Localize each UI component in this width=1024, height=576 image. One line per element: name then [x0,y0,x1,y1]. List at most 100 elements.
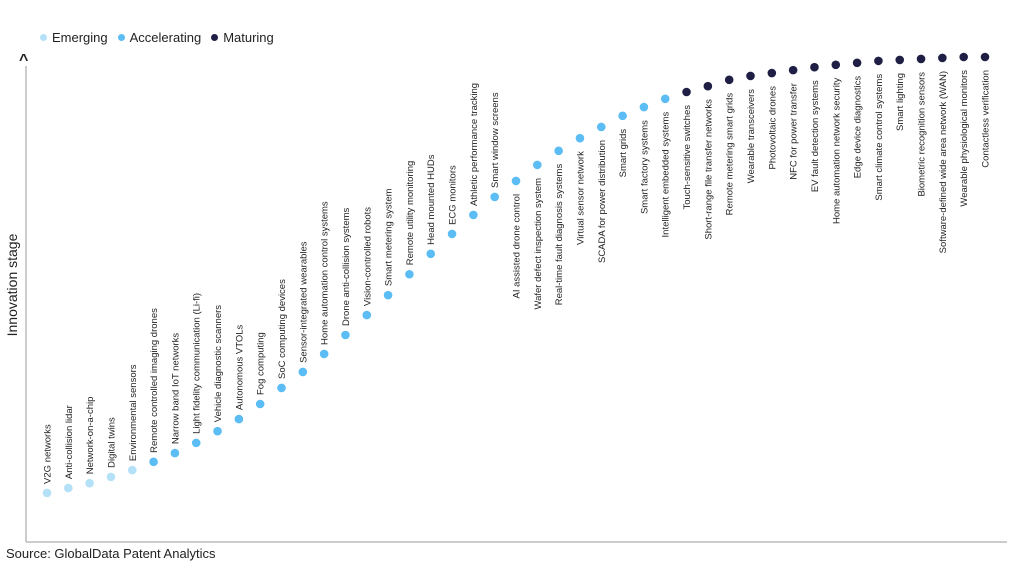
data-point-label: V2G networks [43,424,54,484]
data-point[interactable] [511,176,521,186]
data-point[interactable] [916,54,926,64]
data-point-label: Short-range file transfer networks [703,99,714,240]
data-point-label: Home automation control systems [320,201,331,345]
legend-label: Maturing [223,30,274,45]
data-point-label: Biometric recognition sensors [917,72,928,197]
data-point[interactable] [703,81,713,91]
data-point[interactable] [788,65,798,75]
data-point-label: Head mounted HUDs [426,154,437,245]
y-axis-arrow-icon: ^ [19,52,29,69]
data-point[interactable] [682,87,691,97]
data-point-label: Smart window screens [490,92,501,188]
data-point-label: EV fault detection systems [810,80,821,192]
data-point[interactable] [895,55,905,65]
data-point-label: Sensor-integrated wearables [298,241,309,363]
data-point[interactable] [341,330,350,340]
data-point[interactable] [64,483,73,493]
source-note: Source: GlobalData Patent Analytics [6,546,216,561]
data-point[interactable] [319,349,329,359]
data-point-label: Intelligent embedded systems [661,112,672,238]
data-point[interactable] [618,111,627,121]
data-point-label: Digital twins [106,417,117,468]
data-point[interactable] [980,52,990,62]
data-point-label: Touch-sensitive switches [682,105,693,210]
data-point[interactable] [42,488,52,498]
data-point-label: SCADA for power distribution [597,140,608,263]
data-point-label: Fog computing [256,332,267,395]
data-point[interactable] [852,58,862,68]
data-point[interactable] [277,383,286,393]
data-point[interactable] [447,229,457,239]
data-point-label: Smart grids [618,129,629,178]
data-point-label: Drone anti-collision systems [341,207,352,326]
data-point[interactable] [255,399,265,409]
data-point[interactable] [469,210,478,220]
data-point-label: Wafer defect inspection system [533,178,544,310]
data-point-label: Network-on-a-chip [85,397,96,475]
legend-dot [40,34,47,41]
data-point[interactable] [383,290,393,300]
data-point[interactable] [490,192,499,202]
data-point-label: Real-time fault diagnosis systems [554,164,565,306]
data-point-label: Vision-controlled robots [362,207,373,306]
data-point-label: Virtual sensor network [575,151,586,245]
data-point[interactable] [234,414,244,424]
data-point-label: Vehicle diagnostic scanners [213,305,224,422]
data-point[interactable] [554,146,563,156]
data-point[interactable] [575,133,585,143]
legend-label: Accelerating [129,30,202,45]
data-point-label: Smart factory systems [639,120,650,214]
data-point[interactable] [660,94,670,104]
data-point[interactable] [426,249,436,259]
data-point-label: Edge device diagnostics [853,76,864,179]
data-point-label: Wearable transceivers [746,89,757,184]
data-point-label: Wearable physiological monitors [959,70,970,207]
data-point[interactable] [106,472,116,482]
data-point[interactable] [170,448,180,458]
data-point[interactable] [767,68,777,78]
data-point-label: Athletic performance tracking [469,83,480,206]
data-point-label: Anti-collision lidar [64,405,75,479]
data-point-label: Contactless verification [981,70,992,168]
data-point-label: Smart metering system [384,188,395,286]
data-point[interactable] [191,438,201,448]
data-point[interactable] [85,478,94,488]
data-point[interactable] [959,52,968,62]
data-point-label: Remote controlled imaging drones [149,308,160,453]
data-point-label: Home automation network security [831,78,842,225]
data-point-label: Smart climate control systems [874,74,885,201]
data-point-label: Software-defined wide area network (WAN) [938,71,949,253]
data-point-label: Photovoltaic drones [767,86,778,170]
legend-item-maturing[interactable]: Maturing [211,30,274,45]
data-point[interactable] [831,60,841,70]
legend-dot [211,34,219,41]
legend-item-accelerating[interactable]: Accelerating [117,30,202,45]
data-point[interactable] [724,75,734,85]
data-point[interactable] [127,465,137,475]
data-point-label: Remote utility monitoring [405,161,416,266]
data-point[interactable] [149,457,158,467]
data-point-label: SoC computing devices [277,279,288,379]
legend-dot [117,34,125,41]
data-point[interactable] [938,53,947,63]
data-point[interactable] [298,367,308,377]
data-point-label: Remote metering smart grids [725,93,736,216]
data-point[interactable] [810,62,819,72]
legend-label: Emerging [52,30,108,45]
data-point-label: Narrow band IoT networks [170,333,181,444]
data-point[interactable] [639,102,649,112]
data-point[interactable] [874,56,883,66]
data-point[interactable] [596,122,606,132]
data-point[interactable] [746,71,755,81]
legend: Emerging Accelerating Maturing [40,30,274,45]
data-point[interactable] [533,160,542,170]
legend-item-emerging[interactable]: Emerging [40,30,108,45]
data-point[interactable] [405,269,414,279]
data-point[interactable] [362,310,372,320]
data-point-label: Environmental sensors [128,364,139,461]
data-point-label: Autonomous VTOLs [234,324,245,410]
data-point[interactable] [213,426,222,436]
data-point-label: AI assisted drone control [512,194,523,299]
data-point-label: ECG monitors [448,165,459,225]
